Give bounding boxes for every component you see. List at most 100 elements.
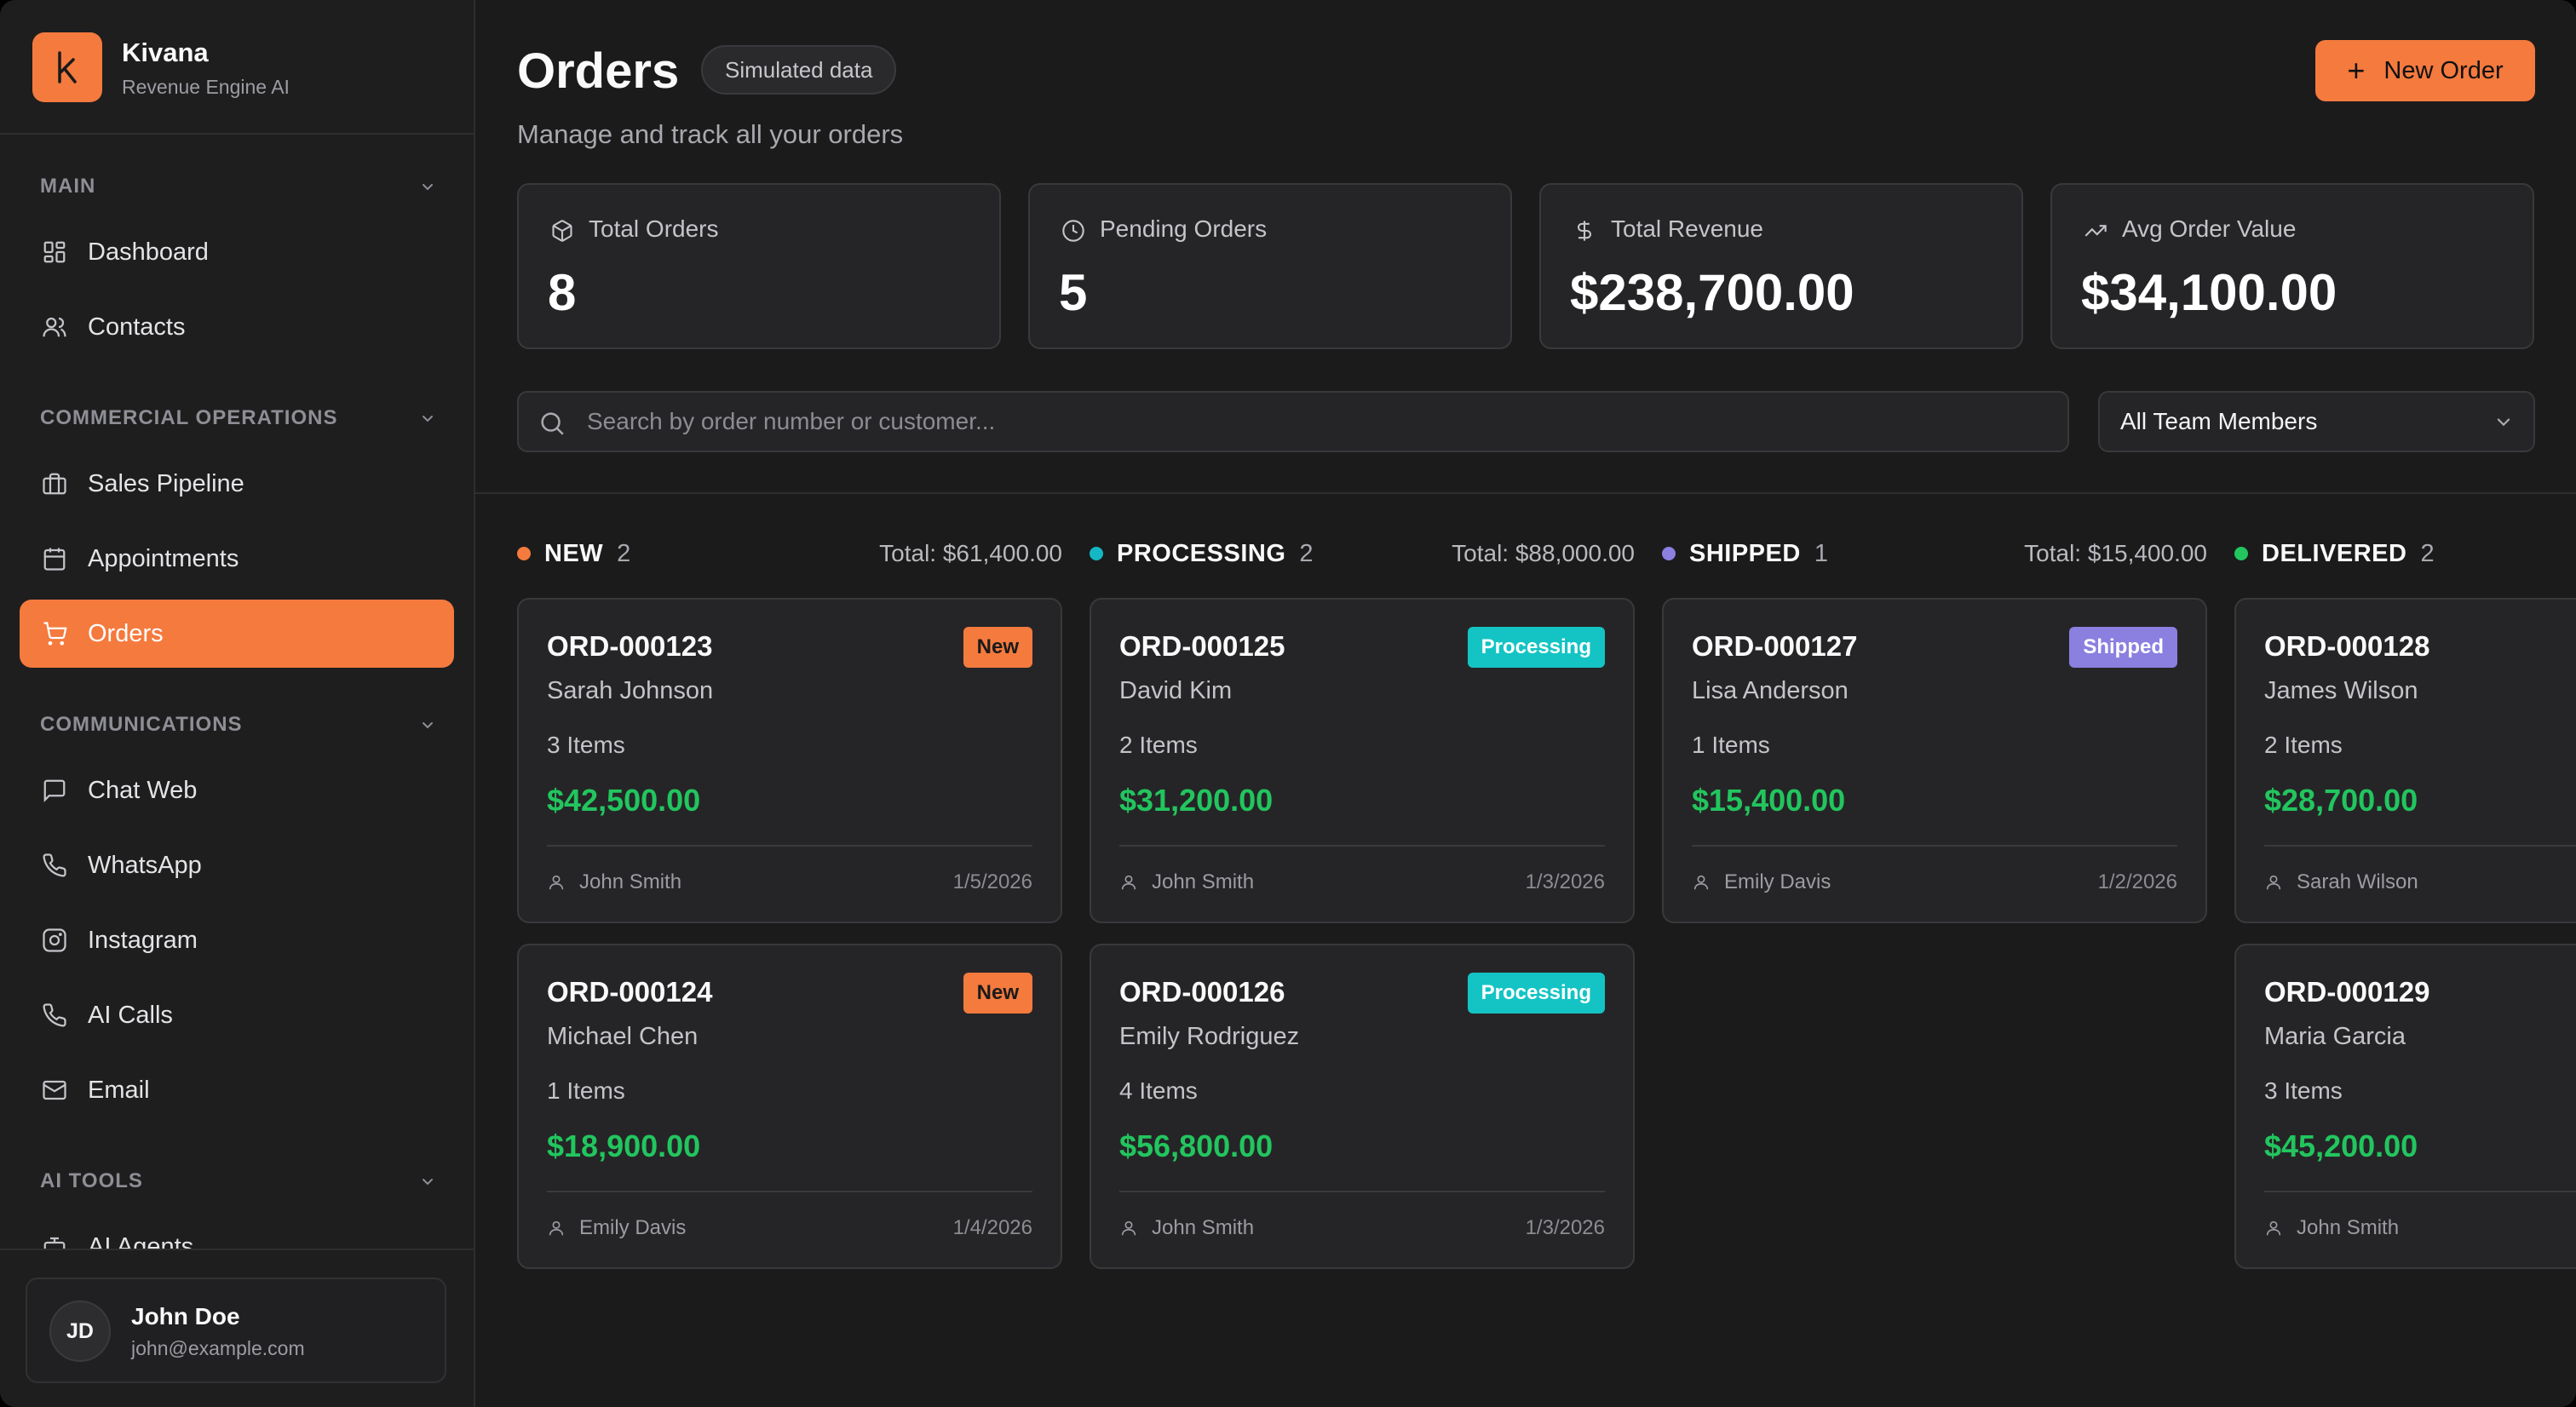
sidebar-item-label: Orders bbox=[88, 619, 164, 647]
order-amount: $31,200.00 bbox=[1119, 783, 1274, 818]
page-title: Orders bbox=[517, 43, 680, 99]
sidebar-item-instagram[interactable]: Instagram bbox=[20, 906, 454, 974]
divider bbox=[2264, 1191, 2576, 1192]
column-name: PROCESSING bbox=[1117, 539, 1286, 567]
status-badge: Shipped bbox=[2069, 627, 2177, 668]
status-dot bbox=[1662, 547, 1676, 560]
order-card[interactable]: ORD-000124 New Michael Chen 1 Items $18,… bbox=[517, 944, 1062, 1269]
sidebar-item-chat-web[interactable]: Chat Web bbox=[20, 756, 454, 824]
app-name: Kivana bbox=[122, 37, 209, 67]
user-icon bbox=[1693, 875, 1709, 890]
team-member-select[interactable]: All Team Members bbox=[2098, 391, 2535, 452]
stat-label: Pending Orders bbox=[1100, 215, 1268, 242]
order-date: 1/2/2026 bbox=[2097, 870, 2177, 893]
search-icon bbox=[541, 412, 564, 435]
sidebar-item-email[interactable]: Email bbox=[20, 1056, 454, 1124]
section-commercial-operations[interactable]: COMMERCIAL OPERATIONS bbox=[40, 405, 440, 431]
order-card[interactable]: ORD-000127 Shipped Lisa Anderson 1 Items… bbox=[1662, 598, 2207, 923]
order-date: 1/5/2026 bbox=[952, 870, 1032, 893]
sidebar-item-contacts[interactable]: Contacts bbox=[20, 293, 454, 361]
sidebar-item-label: Chat Web bbox=[88, 776, 198, 804]
user-menu[interactable]: JD John Doe john@example.com bbox=[26, 1278, 446, 1383]
calendar-icon bbox=[40, 544, 69, 573]
order-date: 1/4/2026 bbox=[952, 1216, 1032, 1239]
avatar: JD bbox=[49, 1301, 111, 1362]
new-order-button[interactable]: + New Order bbox=[2315, 40, 2535, 101]
divider bbox=[547, 1191, 1032, 1192]
order-number: ORD-000124 bbox=[547, 976, 713, 1008]
customer-name: Sarah Johnson bbox=[547, 677, 714, 704]
stat-avg-order-value: Avg Order Value $34,100.00 bbox=[2050, 183, 2534, 349]
order-card[interactable]: ORD-000126 Processing Emily Rodriguez 4 … bbox=[1090, 944, 1635, 1269]
status-dot bbox=[2234, 547, 2248, 560]
sidebar-item-orders[interactable]: Orders bbox=[20, 600, 454, 668]
sidebar-item-label: AI Calls bbox=[88, 1001, 173, 1029]
order-date: 1/3/2026 bbox=[1525, 1216, 1605, 1239]
column-total: Total: $61,400.00 bbox=[879, 540, 1062, 566]
sidebar-item-label: Instagram bbox=[88, 926, 198, 954]
status-badge: New bbox=[963, 973, 1032, 1014]
kivana-logo-icon[interactable] bbox=[32, 32, 102, 102]
stat-value: 8 bbox=[548, 264, 577, 321]
user-area: JD John Doe john@example.com bbox=[0, 1249, 474, 1407]
simulated-data-badge: Simulated data bbox=[701, 45, 897, 95]
phone-icon bbox=[40, 851, 69, 880]
section-main-label: MAIN bbox=[40, 175, 96, 198]
owner-name: John Smith bbox=[2297, 1216, 2400, 1239]
section-communications[interactable]: COMMUNICATIONS bbox=[40, 712, 440, 738]
clock-icon bbox=[1059, 216, 1088, 245]
search-box[interactable] bbox=[517, 391, 2069, 452]
column-header-processing: PROCESSING 2 Total: $88,000.00 bbox=[1090, 538, 1635, 569]
user-name: John Doe bbox=[131, 1303, 240, 1329]
phone-icon bbox=[40, 1001, 69, 1030]
column-header-delivered: DELIVERED 2 bbox=[2234, 538, 2576, 569]
section-ai-tools[interactable]: AI TOOLS bbox=[40, 1169, 440, 1194]
plus-icon: + bbox=[2347, 53, 2366, 88]
sidebar-item-appointments[interactable]: Appointments bbox=[20, 525, 454, 593]
order-card[interactable]: ORD-000128 James Wilson 2 Items $28,700.… bbox=[2234, 598, 2576, 923]
sidebar-item-whatsapp[interactable]: WhatsApp bbox=[20, 831, 454, 899]
section-ai-tools-label: AI TOOLS bbox=[40, 1169, 143, 1192]
order-amount: $45,200.00 bbox=[2264, 1128, 2418, 1163]
order-card[interactable]: ORD-000125 Processing David Kim 2 Items … bbox=[1090, 598, 1635, 923]
new-order-label: New Order bbox=[2383, 56, 2504, 84]
status-dot bbox=[1090, 547, 1103, 560]
order-card[interactable]: ORD-000129 Maria Garcia 3 Items $45,200.… bbox=[2234, 944, 2576, 1269]
column-name: DELIVERED bbox=[2262, 539, 2407, 567]
item-count: 1 Items bbox=[1692, 732, 1770, 758]
divider bbox=[475, 492, 2576, 494]
grid-icon bbox=[40, 238, 69, 267]
divider bbox=[2264, 845, 2576, 847]
customer-name: Lisa Anderson bbox=[1692, 677, 1849, 704]
user-icon bbox=[1121, 1220, 1136, 1236]
stat-label: Total Revenue bbox=[1611, 215, 1764, 242]
user-icon bbox=[2266, 875, 2281, 890]
user-icon bbox=[549, 1220, 564, 1236]
sidebar-item-dashboard[interactable]: Dashboard bbox=[20, 218, 454, 286]
brand-header: Kivana Revenue Engine AI bbox=[0, 0, 474, 135]
order-card[interactable]: ORD-000123 New Sarah Johnson 3 Items $42… bbox=[517, 598, 1062, 923]
section-main[interactable]: MAIN bbox=[40, 174, 440, 199]
instagram-icon bbox=[40, 926, 69, 955]
team-select-value: All Team Members bbox=[2120, 408, 2318, 434]
order-number: ORD-000127 bbox=[1692, 630, 1858, 662]
sidebar-nav[interactable]: MAIN Dashboard Contacts COMMERCIAL OPERA… bbox=[0, 136, 474, 1249]
user-icon bbox=[1121, 875, 1136, 890]
item-count: 3 Items bbox=[547, 732, 625, 758]
owner-name: John Smith bbox=[1152, 1216, 1255, 1239]
order-amount: $28,700.00 bbox=[2264, 783, 2418, 818]
divider bbox=[1119, 845, 1605, 847]
sidebar-item-ai-agents[interactable]: AI Agents bbox=[20, 1213, 454, 1249]
order-number: ORD-000125 bbox=[1119, 630, 1285, 662]
order-owner: John Smith bbox=[1119, 870, 1254, 894]
sidebar-item-sales-pipeline[interactable]: Sales Pipeline bbox=[20, 450, 454, 518]
column-total: Total: $15,400.00 bbox=[2024, 540, 2207, 566]
mail-icon bbox=[40, 1076, 69, 1105]
sidebar-item-ai-calls[interactable]: AI Calls bbox=[20, 981, 454, 1049]
order-date: 1/3/2026 bbox=[1525, 870, 1605, 893]
sidebar: Kivana Revenue Engine AI MAIN Dashboard … bbox=[0, 0, 475, 1407]
search-input[interactable] bbox=[587, 393, 2052, 451]
sidebar-item-label: AI Agents bbox=[88, 1232, 194, 1249]
status-dot bbox=[517, 547, 531, 560]
